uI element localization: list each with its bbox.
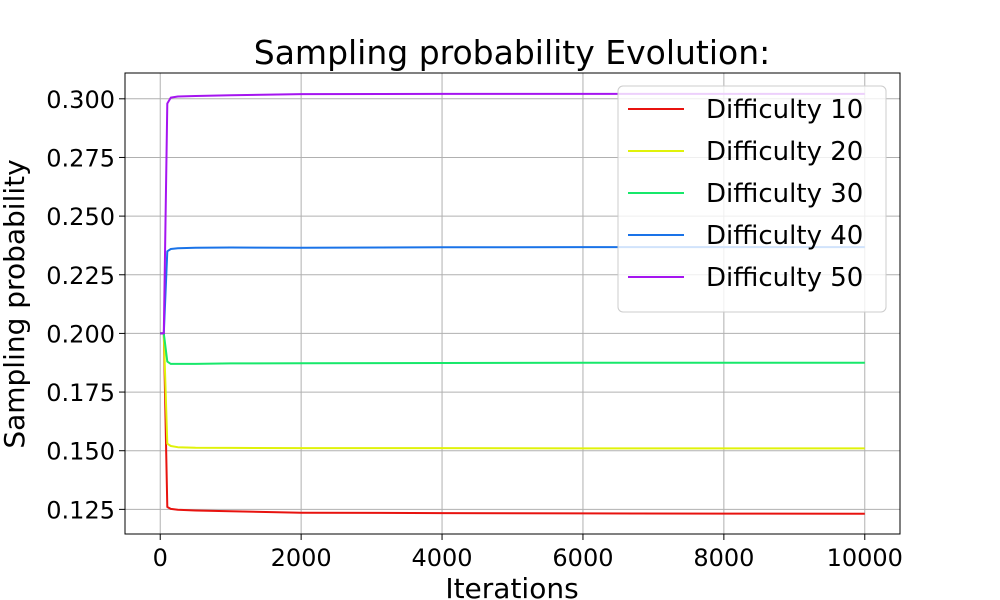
y-axis: 0.125 0.150 0.175 0.200 0.225 0.250 0.275 0.300 (46, 86, 125, 524)
legend-label: Difficulty 20 (706, 137, 863, 167)
legend-label: Difficulty 30 (706, 179, 863, 209)
legend-box (617, 85, 887, 313)
y-tick-label: 0.300 (46, 86, 115, 114)
x-tick-label: 6000 (552, 544, 613, 572)
y-tick-label: 0.200 (46, 320, 115, 348)
legend: Difficulty 10 Difficulty 20 Difficulty 30 D… (617, 85, 887, 313)
x-axis: 0 2000 4000 6000 8000 10000 (153, 534, 903, 572)
y-tick-label: 0.275 (46, 144, 115, 172)
x-tick-label: 8000 (693, 544, 754, 572)
x-tick-label: 10000 (827, 544, 903, 572)
x-tick-label: 4000 (412, 544, 473, 572)
legend-label: Difficulty 40 (706, 221, 863, 251)
series-line-2 (160, 332, 865, 450)
series-lines (160, 92, 865, 515)
y-tick-label: 0.125 (46, 496, 115, 524)
x-tick-label: 2000 (271, 544, 332, 572)
y-axis-label: Sampling probability (0, 159, 31, 448)
series-line-3 (160, 332, 865, 365)
y-tick-label: 0.150 (46, 438, 115, 466)
y-tick-label: 0.175 (46, 379, 115, 407)
y-tick-label: 0.250 (46, 203, 115, 231)
series-line-5 (160, 92, 865, 335)
plot-frame (124, 72, 901, 535)
x-tick-label: 0 (153, 544, 168, 572)
y-tick-label: 0.225 (46, 262, 115, 290)
series-line-4 (160, 246, 865, 335)
chart-title: Sampling probability Evolution: (254, 33, 771, 72)
legend-label: Difficulty 10 (706, 95, 863, 125)
x-axis-label: Iterations (445, 572, 578, 600)
legend-label: Difficulty 50 (706, 263, 863, 293)
series-line-1 (160, 332, 865, 515)
